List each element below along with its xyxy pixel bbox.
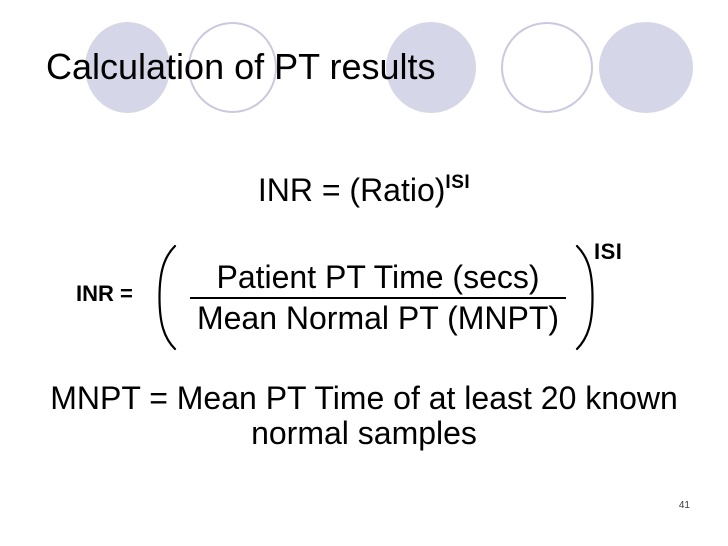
decorative-circle-filled [386,22,476,113]
decorative-circle-filled [85,22,170,113]
slide-page-number: 41 [678,500,690,511]
fraction-formula-label: INR = [76,281,133,306]
decorative-circle-outlined [501,22,593,113]
decorative-circle-band [0,0,728,140]
fraction-bar [190,297,566,299]
fraction-denominator: Mean Normal PT (MNPT) [196,300,560,336]
formula-inr-ratio-base: INR = (Ratio) [257,172,446,208]
slide-title: Calculation of PT results [46,46,436,87]
decorative-circle-outlined [188,22,277,113]
formula-inr-ratio: INR = (Ratio)ISI [0,172,728,214]
mnpt-note: MNPT = Mean PT Time of at least 20 known… [0,381,728,451]
left-parenthesis [158,244,177,351]
mnpt-note-line1: MNPT = Mean PT Time of at least 20 known [50,380,678,416]
isi-exponent: ISI [594,239,623,264]
fraction-numerator: Patient PT Time (secs) [216,259,540,295]
isi-exponent: ISI [445,172,471,193]
mnpt-note-line2: normal samples [251,415,477,451]
fraction: Patient PT Time (secs) Mean Normal PT (M… [190,259,566,336]
right-parenthesis [575,244,594,351]
decorative-circle-filled [599,22,693,113]
